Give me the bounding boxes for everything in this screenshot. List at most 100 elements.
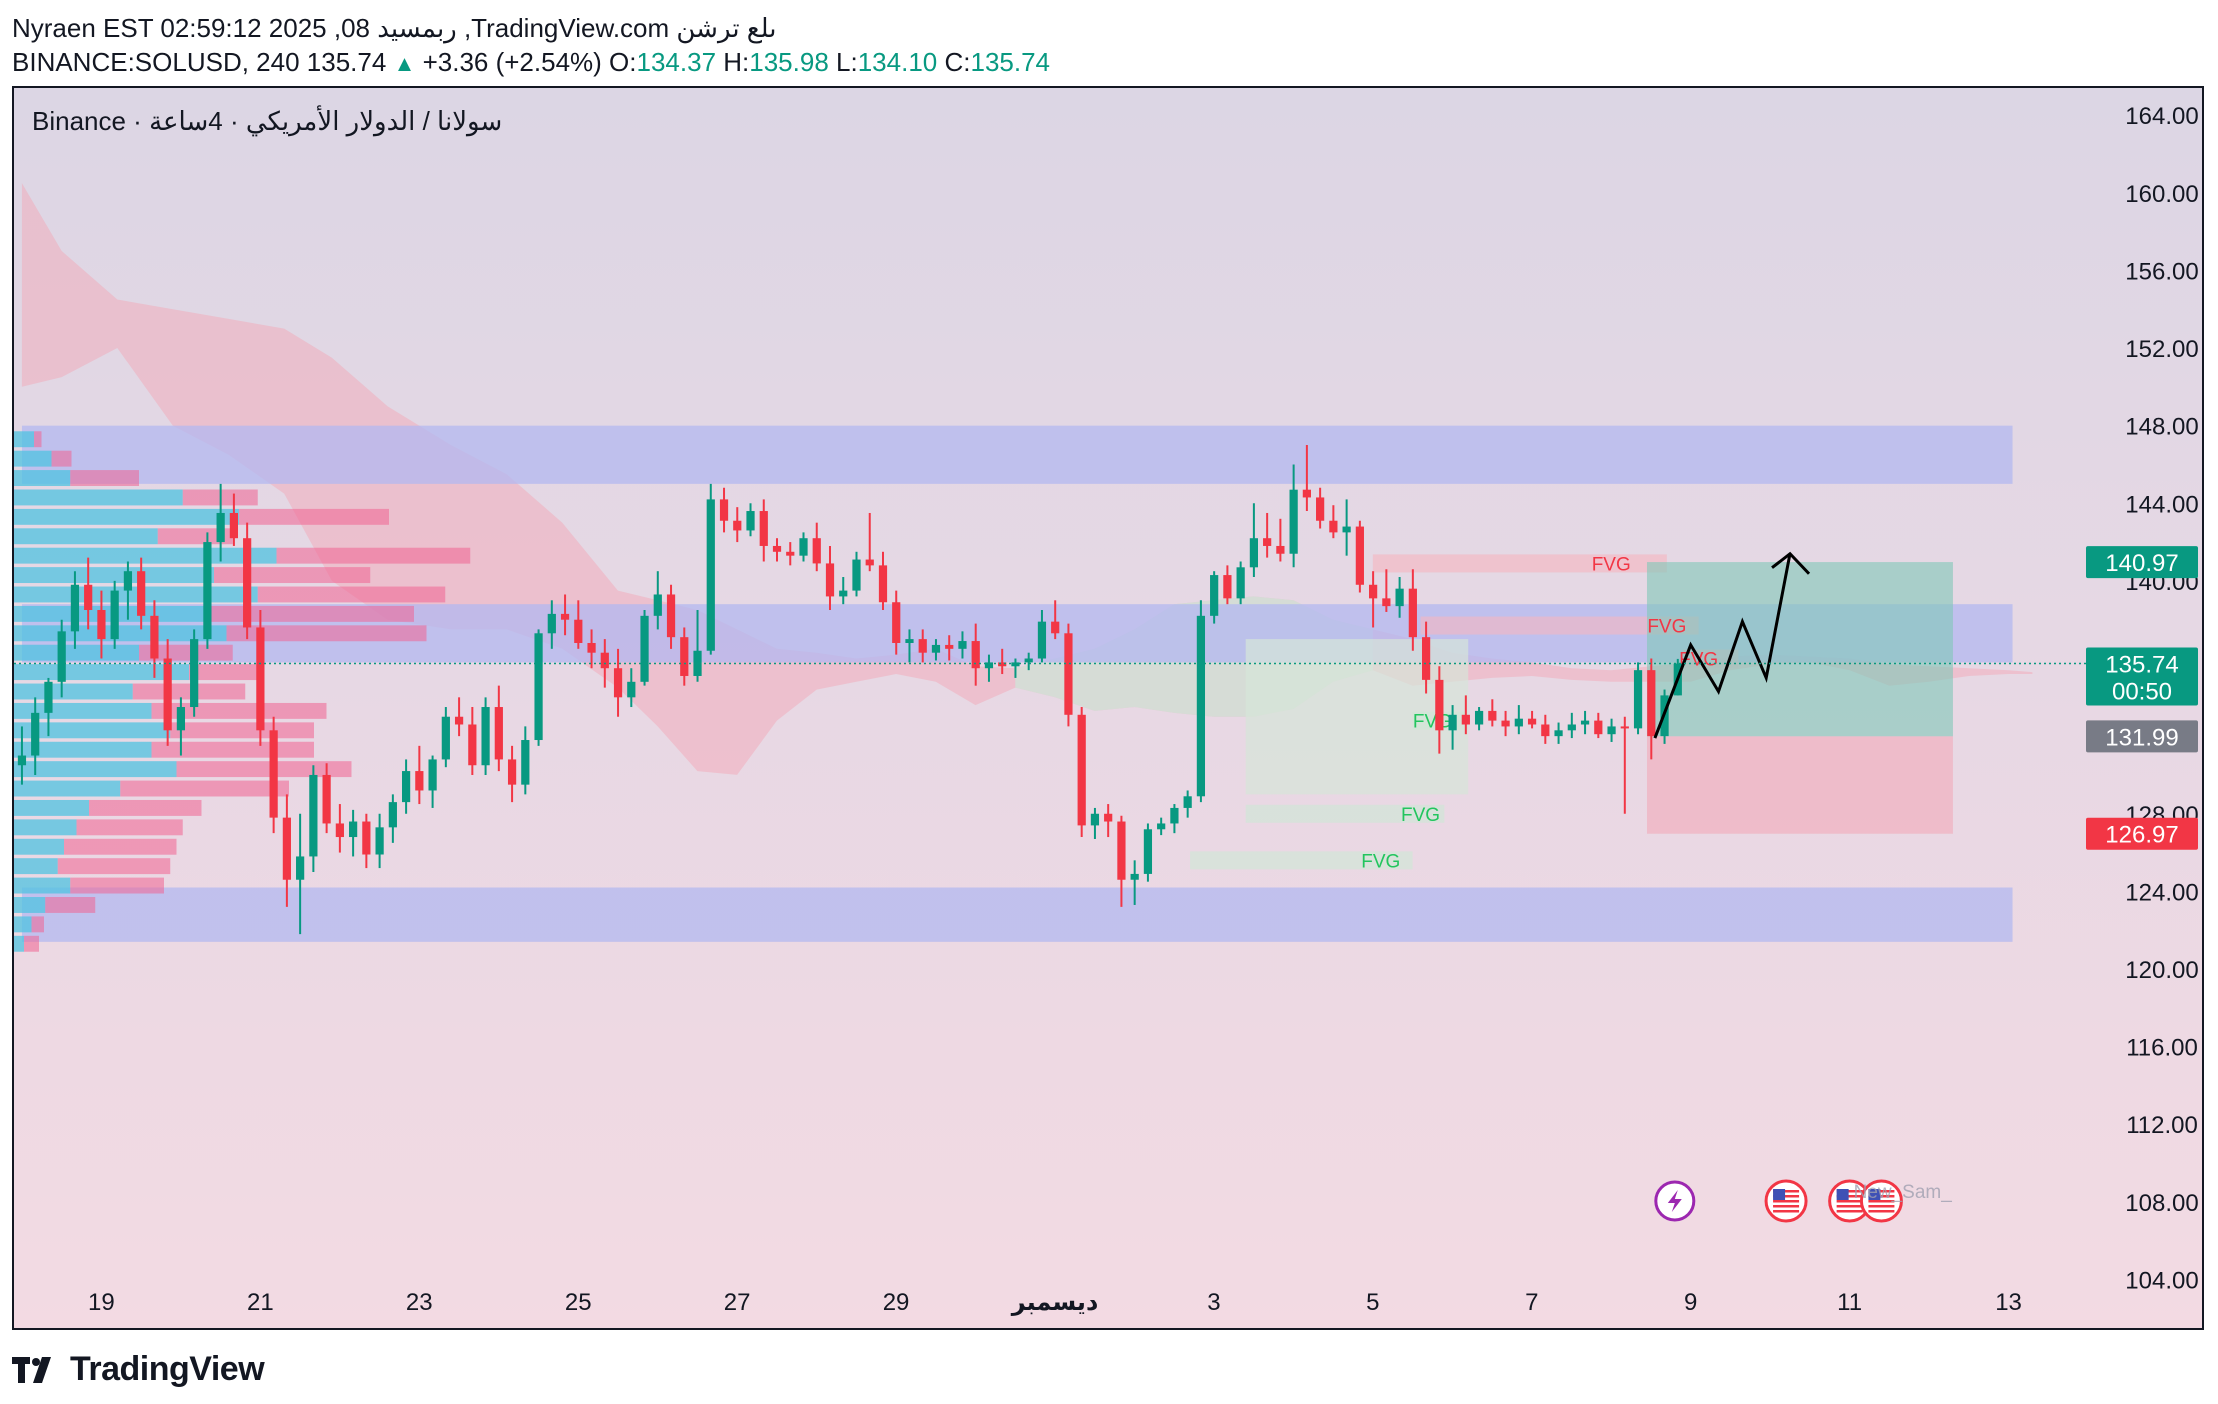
candle-body	[560, 613, 570, 620]
candle-body	[216, 512, 225, 543]
candle-body	[428, 759, 437, 791]
flag-stripe	[1773, 1200, 1800, 1203]
candle-body	[839, 590, 848, 597]
candle-body	[653, 594, 662, 616]
x-tick-label: 3	[1207, 1289, 1220, 1316]
candle-body	[998, 662, 1007, 667]
volume-profile-bar-down	[207, 605, 414, 622]
flag-stripe	[1868, 1200, 1895, 1203]
low-label: L:	[836, 47, 858, 77]
flag-canton	[1836, 1189, 1849, 1200]
candle-body	[786, 551, 795, 556]
y-tick-label: 112.00	[2126, 1112, 2198, 1139]
volume-profile-bar-down	[189, 664, 264, 681]
candle-body	[1276, 545, 1285, 554]
fvg-box	[1190, 851, 1413, 870]
candle-body	[825, 563, 835, 597]
volume-profile-bar-down	[64, 838, 177, 855]
candle-body	[1117, 821, 1126, 880]
projection-path	[1653, 553, 1792, 739]
candle-body	[1183, 796, 1192, 808]
flag-stripe	[1868, 1190, 1895, 1193]
volume-profile-bar-up	[14, 431, 34, 448]
candle-body	[97, 610, 106, 640]
fvg-label: FVG	[1647, 617, 1686, 638]
y-tick-label: 104.00	[2125, 1267, 2198, 1294]
candle-body	[945, 644, 954, 649]
tradingview-logo[interactable]: TradingView	[12, 1350, 265, 1389]
low-value: 134.10	[857, 47, 938, 77]
close-label: C:	[944, 47, 971, 77]
volume-profile-bar-up	[14, 916, 32, 933]
chart-frame: FVG FVG FVG FVG FVG FVG New_Sam_ 164.00 160.00…	[12, 86, 2204, 1330]
volume-profile-bar-up	[14, 935, 24, 952]
y-tick-label: 156.00	[2125, 258, 2198, 285]
volume-profile-bar-up	[14, 780, 121, 797]
volume-profile-bar-down	[226, 625, 427, 642]
candle-body	[441, 716, 450, 760]
tradingview-logo-icon	[12, 1356, 51, 1383]
y-tick-label: 124.00	[2125, 879, 2198, 906]
candle-body	[44, 681, 53, 713]
x-tick-label: 21	[247, 1289, 274, 1316]
candle-body	[865, 559, 874, 566]
candle-body	[375, 827, 384, 855]
candle-body	[1474, 710, 1484, 725]
candle-body	[574, 619, 583, 643]
flag-stripe	[1836, 1210, 1863, 1213]
price-label-box	[2086, 647, 2198, 706]
candle-body	[1104, 813, 1113, 822]
flag-stripe	[1868, 1205, 1895, 1208]
high-value: 135.98	[749, 47, 829, 77]
x-tick-label: 11	[1837, 1289, 1862, 1316]
x-tick-label: 27	[724, 1289, 751, 1316]
flag-stripe	[1868, 1195, 1895, 1198]
candle-body	[1051, 621, 1060, 634]
fvg-box	[1420, 616, 1699, 635]
candle-body	[123, 571, 133, 591]
candle-body	[388, 802, 397, 828]
candle-body	[746, 511, 755, 531]
volume-profile-bar-up	[14, 877, 71, 894]
candle-body	[1037, 621, 1047, 659]
candle-body	[812, 538, 821, 564]
candle-body	[322, 774, 331, 824]
volume-profile-bar-up	[14, 547, 277, 564]
volume-profile-bar-down	[76, 819, 183, 836]
y-tick-label: 148.00	[2125, 414, 2198, 441]
volume-profile-bar-up	[14, 683, 133, 700]
candle-body	[163, 658, 172, 731]
x-tick-label: 5	[1366, 1289, 1379, 1316]
candle-body	[1421, 637, 1431, 680]
candle-body	[759, 511, 768, 546]
x-tick-label: 25	[565, 1289, 592, 1316]
candle-body	[1263, 538, 1272, 546]
volume-profile-bar-down	[31, 916, 44, 933]
flag-canton	[1773, 1189, 1786, 1200]
position-stop-zone	[1646, 736, 1953, 834]
candle-body	[1236, 567, 1245, 599]
volume-profile-bar-up	[14, 644, 139, 661]
price-change: +3.36 (+2.54%)	[422, 47, 602, 77]
supply-demand-zone	[21, 425, 2013, 484]
candle-body	[229, 512, 239, 539]
candle-body	[1408, 588, 1417, 638]
high-label: H:	[723, 47, 750, 77]
volume-profile-bar-up	[14, 761, 177, 778]
volume-profile-bar-down	[70, 470, 139, 487]
lightning-glyph	[1667, 1190, 1682, 1212]
x-tick-label: 23	[406, 1289, 433, 1316]
symbol-name[interactable]: BINANCE:SOLUSD, 240	[12, 47, 300, 77]
candle-body	[1527, 718, 1537, 725]
chart-title: Binance · سولانا / الدولار الأمريكي · 4س…	[32, 104, 502, 137]
up-arrow-icon: ▲	[393, 51, 416, 76]
volume-profile-bar-down	[51, 450, 72, 467]
candle-body	[507, 759, 517, 785]
volume-profile-bar-up	[14, 450, 52, 467]
candle-body	[282, 817, 291, 880]
candle-body	[1580, 720, 1590, 725]
volume-profile-bar-down	[70, 877, 164, 894]
volume-profile-bar-down	[157, 528, 233, 545]
candle-body	[84, 584, 93, 611]
